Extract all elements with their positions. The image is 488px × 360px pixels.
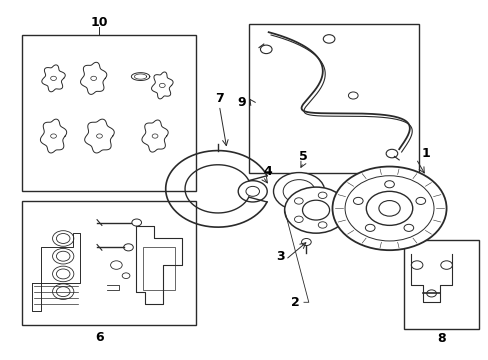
Circle shape	[386, 149, 397, 158]
Bar	[142, 247, 175, 290]
Circle shape	[378, 201, 399, 216]
Circle shape	[53, 248, 74, 264]
Circle shape	[426, 290, 435, 297]
Circle shape	[366, 192, 412, 225]
Circle shape	[152, 134, 158, 138]
Text: 10: 10	[91, 16, 108, 29]
Text: 2: 2	[290, 296, 299, 309]
Circle shape	[302, 200, 329, 220]
Circle shape	[238, 181, 266, 202]
Circle shape	[318, 192, 326, 198]
Circle shape	[56, 269, 70, 279]
Bar	[22, 201, 196, 325]
Circle shape	[53, 231, 74, 246]
Circle shape	[348, 92, 357, 99]
Bar	[22, 35, 196, 191]
Circle shape	[403, 224, 413, 231]
Circle shape	[51, 76, 56, 81]
Text: 3: 3	[276, 250, 285, 263]
Circle shape	[260, 45, 271, 54]
Circle shape	[245, 186, 259, 196]
Circle shape	[332, 207, 341, 213]
Circle shape	[123, 244, 133, 251]
Circle shape	[301, 238, 310, 246]
Bar	[403, 240, 478, 329]
Circle shape	[110, 261, 122, 269]
Text: 6: 6	[95, 331, 103, 344]
Circle shape	[284, 187, 347, 233]
Circle shape	[332, 167, 446, 250]
Circle shape	[440, 261, 451, 269]
Circle shape	[91, 76, 96, 81]
Circle shape	[415, 197, 425, 204]
Text: 4: 4	[263, 165, 271, 177]
Text: 1: 1	[421, 147, 429, 160]
Circle shape	[384, 181, 393, 188]
Circle shape	[410, 261, 422, 269]
Circle shape	[365, 224, 374, 231]
Text: 7: 7	[215, 92, 224, 105]
Text: 8: 8	[437, 332, 445, 345]
Circle shape	[283, 180, 314, 203]
Circle shape	[318, 222, 326, 228]
Text: 9: 9	[237, 95, 246, 108]
Circle shape	[159, 83, 165, 87]
Text: 5: 5	[299, 150, 307, 163]
Circle shape	[122, 273, 130, 279]
Bar	[249, 24, 418, 173]
Circle shape	[53, 284, 74, 300]
Circle shape	[353, 197, 363, 204]
Circle shape	[56, 234, 70, 243]
Circle shape	[56, 287, 70, 297]
Circle shape	[56, 251, 70, 261]
Circle shape	[51, 134, 56, 138]
Circle shape	[96, 134, 102, 138]
Circle shape	[273, 172, 324, 210]
Circle shape	[323, 35, 334, 43]
Circle shape	[53, 266, 74, 282]
Circle shape	[294, 198, 303, 204]
Circle shape	[294, 216, 303, 222]
Circle shape	[132, 219, 141, 226]
